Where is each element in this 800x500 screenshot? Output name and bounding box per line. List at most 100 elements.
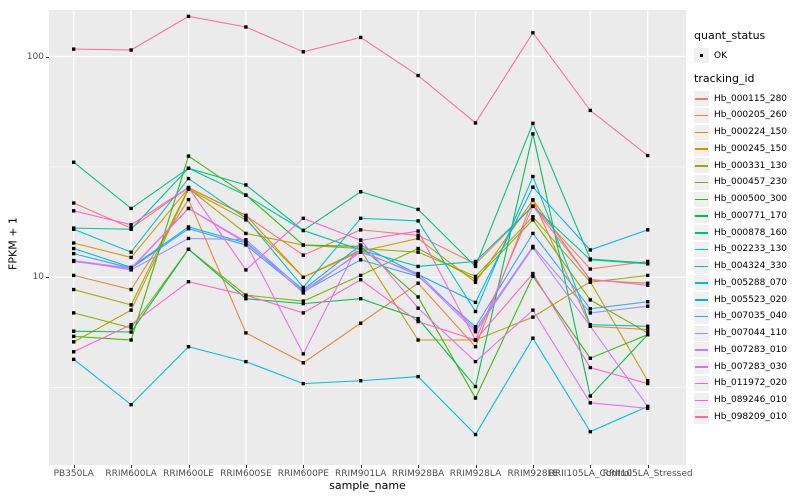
x-tick-mark [131, 465, 133, 468]
legend-title-tracking-id: tracking_id [694, 72, 755, 85]
data-point [301, 291, 305, 295]
data-point [473, 327, 478, 332]
data-point [186, 166, 191, 170]
data-point [186, 236, 191, 241]
line-swatch-icon [695, 232, 708, 234]
data-point [129, 402, 133, 407]
x-axis-title: sample_name [329, 479, 406, 492]
x-tick-label: RRIM928BA [391, 469, 445, 479]
data-point [359, 379, 363, 383]
data-point [301, 275, 305, 279]
data-point [416, 281, 420, 285]
data-point [359, 243, 363, 247]
x-tick-label: RRIM600LE [163, 469, 214, 479]
legend-key-box [694, 392, 709, 408]
legend-item-label: Hb_002233_130 [714, 244, 788, 255]
data-point [588, 248, 592, 252]
legend-item-label: Hb_004324_330 [714, 261, 788, 271]
line-swatch-icon [695, 98, 708, 100]
data-point [244, 268, 248, 272]
legend-item-label: Hb_000771_170 [714, 210, 788, 221]
legend-key-box [694, 124, 709, 140]
legend-item-Hb_000457_230: Hb_000457_230 [694, 174, 787, 191]
data-point [186, 247, 191, 251]
data-point [301, 285, 305, 290]
data-point [301, 243, 305, 247]
data-point [359, 238, 363, 243]
data-point [646, 304, 650, 308]
data-point [72, 273, 76, 278]
data-point [244, 183, 248, 187]
data-point [588, 277, 592, 281]
legend-item-label: Hb_007283_010 [714, 344, 788, 355]
data-point [186, 280, 191, 284]
data-point [531, 174, 535, 179]
legend-item-Hb_004324_330: Hb_004324_330 [694, 258, 787, 275]
legend-item-label: Hb_089246_010 [714, 395, 788, 405]
data-point [416, 233, 420, 237]
data-point [473, 262, 478, 266]
legend-title-quant-status: quant_status [694, 29, 766, 42]
data-point [531, 121, 535, 126]
data-point [473, 344, 478, 349]
legend-item-label: Hb_011972_020 [714, 378, 788, 389]
data-point [129, 227, 133, 231]
data-point [359, 216, 363, 221]
legend-item-ok: OK [694, 47, 727, 64]
data-point [588, 267, 592, 271]
legend-key-box [694, 107, 709, 123]
data-point [416, 271, 420, 276]
data-point [129, 48, 133, 52]
data-point [473, 359, 478, 364]
data-point [359, 35, 363, 40]
data-point [646, 379, 650, 383]
data-point [186, 185, 191, 190]
data-point [301, 288, 305, 293]
legend-item-label: Hb_000224_150 [714, 127, 788, 137]
data-point [72, 329, 76, 333]
data-point [244, 238, 248, 242]
x-tick-mark [532, 465, 534, 468]
data-point [588, 280, 592, 284]
data-point [359, 273, 363, 278]
data-point [416, 374, 420, 379]
x-tick-label: RRIM928LA [449, 469, 502, 479]
data-point [359, 190, 363, 194]
data-point [244, 243, 248, 247]
data-point [531, 274, 535, 279]
data-point [72, 357, 76, 362]
data-point [531, 132, 535, 136]
data-point [473, 432, 478, 437]
legend-key-box [694, 208, 709, 224]
legend-key-box [694, 174, 709, 190]
x-tick-label: RRIM600PE [277, 469, 329, 479]
legend-key-box [694, 342, 709, 358]
plot-svg [49, 10, 686, 465]
data-point [416, 229, 420, 233]
x-tick-mark [245, 465, 247, 468]
y-tick-label: 100 [26, 51, 44, 62]
data-point [186, 14, 191, 19]
point-icon [699, 53, 704, 58]
x-tick-label: RRII105LA_Control [548, 469, 632, 479]
legend-key-box [694, 225, 709, 240]
data-point [301, 253, 305, 257]
data-point [301, 381, 305, 386]
data-point [531, 271, 535, 276]
data-point [646, 406, 650, 411]
data-point [359, 228, 363, 232]
line-swatch-icon [695, 315, 708, 318]
x-tick-label: RRIM600SE [220, 469, 272, 479]
data-point [359, 321, 363, 325]
legend-item-label: Hb_007044_110 [714, 328, 788, 338]
legend-item-label: Hb_000245_150 [714, 143, 788, 154]
data-point [416, 306, 420, 310]
data-point [588, 356, 592, 360]
data-point [129, 255, 133, 260]
data-point [646, 332, 650, 337]
data-point [244, 293, 248, 297]
data-point [646, 300, 650, 304]
data-point [129, 206, 133, 211]
data-point [473, 300, 478, 305]
data-point [531, 308, 535, 312]
